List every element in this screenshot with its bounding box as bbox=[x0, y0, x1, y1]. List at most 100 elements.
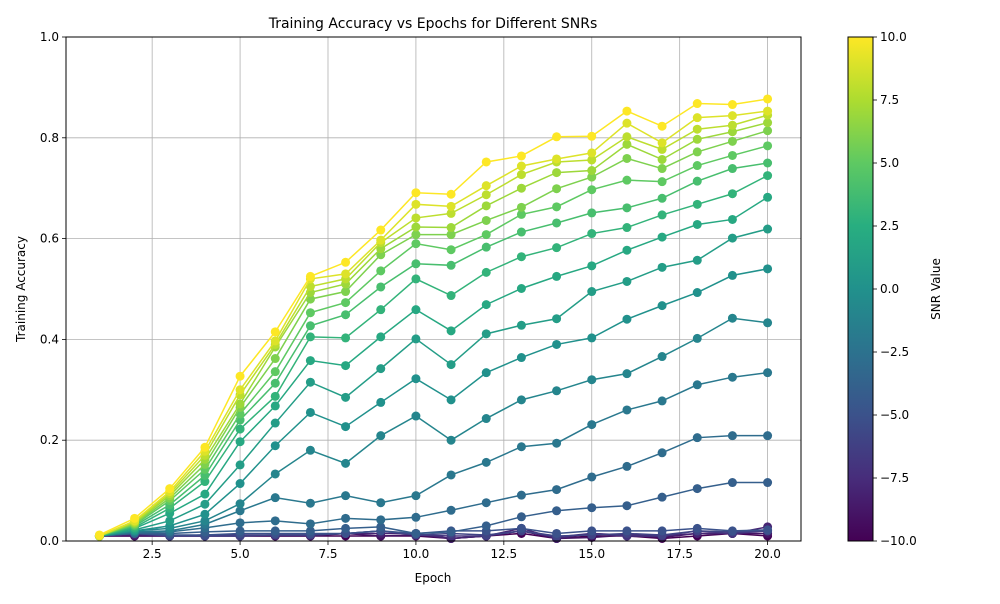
data-point bbox=[270, 354, 280, 364]
data-point bbox=[411, 199, 421, 209]
data-point bbox=[411, 512, 421, 522]
colorbar-tick-label: −5.0 bbox=[880, 408, 909, 422]
data-point bbox=[341, 361, 351, 371]
data-point bbox=[552, 243, 562, 253]
data-point bbox=[341, 269, 351, 279]
data-point bbox=[200, 442, 210, 452]
data-point bbox=[516, 442, 526, 452]
data-point bbox=[763, 118, 773, 128]
data-point bbox=[411, 528, 421, 538]
data-point bbox=[341, 257, 351, 267]
x-axis-label: Epoch bbox=[415, 571, 452, 585]
data-point bbox=[552, 132, 562, 142]
data-point bbox=[552, 314, 562, 324]
data-point bbox=[481, 414, 491, 424]
data-point bbox=[270, 418, 280, 428]
y-tick-label: 0.0 bbox=[40, 534, 59, 548]
data-point bbox=[376, 364, 386, 374]
series-snr-9 bbox=[94, 106, 773, 541]
data-point bbox=[763, 171, 773, 181]
data-point bbox=[516, 523, 526, 533]
series-line bbox=[99, 174, 768, 537]
data-point bbox=[657, 232, 667, 242]
data-point bbox=[481, 242, 491, 252]
data-point bbox=[552, 168, 562, 178]
data-point bbox=[587, 155, 597, 165]
colorbar-tick-label: 2.5 bbox=[880, 219, 899, 233]
data-point bbox=[165, 516, 175, 526]
data-point bbox=[270, 441, 280, 451]
data-point bbox=[376, 282, 386, 292]
data-point bbox=[411, 374, 421, 384]
data-point bbox=[516, 490, 526, 500]
data-point bbox=[622, 405, 632, 415]
series-line bbox=[99, 530, 768, 537]
data-point bbox=[235, 479, 245, 489]
data-point bbox=[552, 485, 562, 495]
data-point bbox=[270, 367, 280, 377]
data-point bbox=[481, 215, 491, 225]
data-point bbox=[376, 522, 386, 532]
data-point bbox=[376, 431, 386, 441]
data-point bbox=[376, 266, 386, 276]
data-point bbox=[657, 352, 667, 362]
colorbar-tick-label: −10.0 bbox=[880, 534, 917, 548]
data-point bbox=[235, 399, 245, 409]
data-point bbox=[411, 239, 421, 249]
data-point bbox=[692, 199, 702, 209]
data-point bbox=[516, 161, 526, 171]
series-snr--2 bbox=[94, 368, 773, 541]
data-point bbox=[763, 158, 773, 168]
data-point bbox=[657, 526, 667, 536]
data-point bbox=[411, 274, 421, 284]
data-point bbox=[692, 176, 702, 186]
data-point bbox=[552, 506, 562, 516]
data-point bbox=[552, 339, 562, 349]
data-point bbox=[692, 161, 702, 171]
data-point bbox=[552, 218, 562, 228]
data-point bbox=[692, 484, 702, 494]
data-point bbox=[516, 170, 526, 180]
series-snr--1 bbox=[94, 313, 773, 541]
data-point bbox=[727, 478, 737, 488]
data-point bbox=[727, 270, 737, 280]
data-point bbox=[411, 259, 421, 269]
data-point bbox=[446, 527, 456, 537]
data-point bbox=[200, 509, 210, 519]
series-snr-10 bbox=[94, 94, 773, 540]
data-point bbox=[305, 321, 315, 331]
data-point bbox=[305, 377, 315, 387]
data-point bbox=[376, 225, 386, 235]
data-point bbox=[587, 172, 597, 182]
colorbar-ticks: 10.0 7.5 5.0 2.5 0.0 −2.5 −5.0 −7.5 −10.0 bbox=[873, 30, 917, 548]
data-point bbox=[446, 435, 456, 445]
x-tick-label: 17.5 bbox=[666, 547, 693, 561]
data-point bbox=[446, 470, 456, 480]
data-point bbox=[411, 230, 421, 240]
data-point bbox=[270, 401, 280, 411]
data-point bbox=[763, 94, 773, 104]
data-point bbox=[552, 528, 562, 538]
data-point bbox=[411, 188, 421, 198]
data-point bbox=[763, 141, 773, 151]
x-tick-label: 15.0 bbox=[578, 547, 605, 561]
data-point bbox=[727, 136, 737, 146]
colorbar-tick-label: 5.0 bbox=[880, 156, 899, 170]
data-point bbox=[692, 433, 702, 443]
series-line bbox=[99, 145, 768, 537]
data-point bbox=[341, 298, 351, 308]
colorbar-tick-label: 10.0 bbox=[880, 30, 907, 44]
data-point bbox=[552, 386, 562, 396]
series-snr-2 bbox=[94, 192, 773, 541]
data-point bbox=[200, 489, 210, 499]
data-point bbox=[622, 314, 632, 324]
data-point bbox=[165, 484, 175, 494]
data-point bbox=[270, 493, 280, 503]
data-point bbox=[305, 498, 315, 508]
data-point bbox=[516, 320, 526, 330]
y-axis: 0.0 0.2 0.4 0.6 0.8 1.0 bbox=[40, 30, 66, 548]
data-point bbox=[692, 147, 702, 157]
series-line bbox=[99, 196, 768, 537]
chart-title: Training Accuracy vs Epochs for Differen… bbox=[268, 16, 598, 32]
